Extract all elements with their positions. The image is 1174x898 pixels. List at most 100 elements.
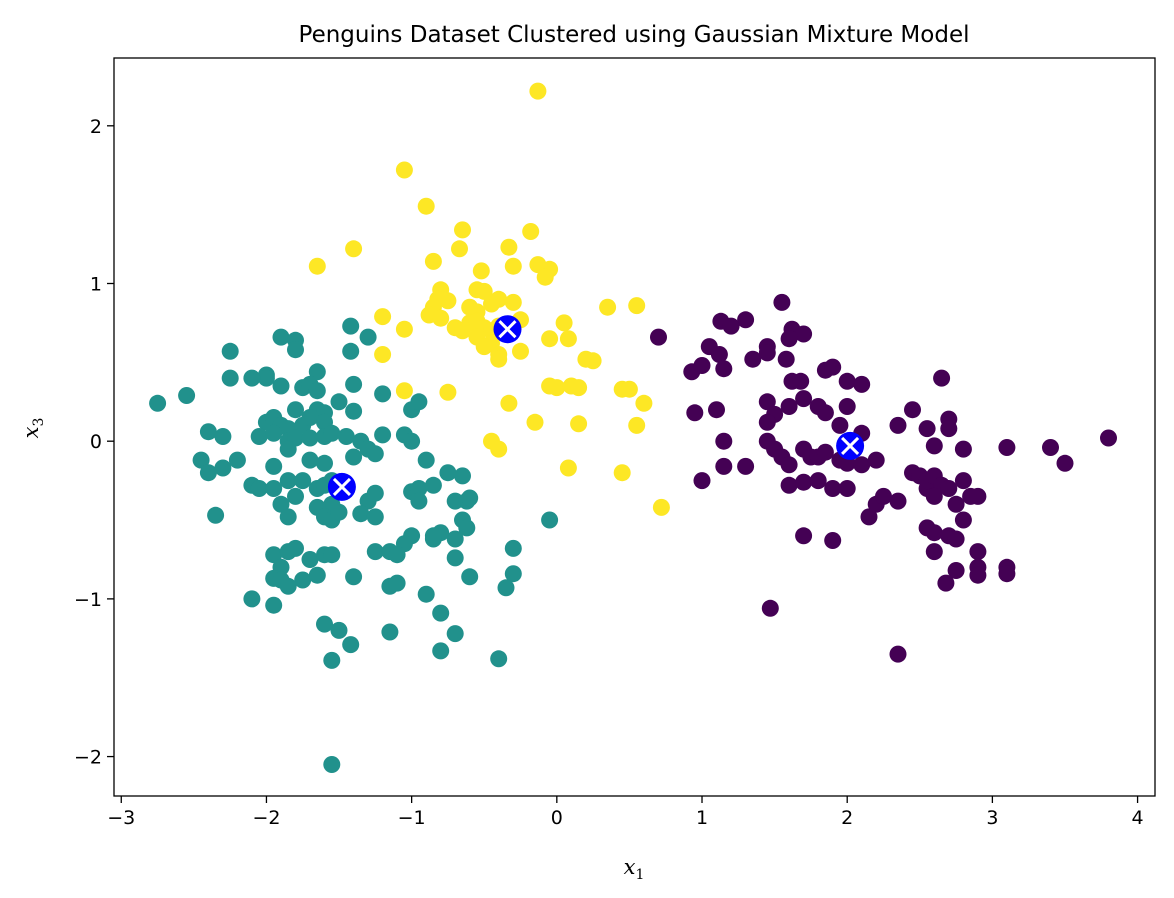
data-point-cluster-2: [500, 238, 518, 256]
data-point-cluster-0: [758, 413, 776, 431]
data-point-cluster-1: [541, 511, 559, 529]
data-point-cluster-1: [279, 577, 297, 595]
center-marker-x: [841, 436, 860, 455]
data-point-cluster-0: [904, 401, 921, 419]
data-point-cluster-1: [301, 451, 319, 469]
data-point-cluster-0: [1100, 429, 1117, 447]
data-point-cluster-1: [272, 328, 290, 346]
data-point-cluster-1: [294, 472, 312, 490]
data-point-cluster-0: [937, 574, 955, 592]
data-point-cluster-0: [795, 390, 813, 408]
data-point-cluster-0: [715, 457, 733, 475]
data-point-cluster-1: [287, 487, 304, 505]
data-point-cluster-1: [461, 568, 479, 586]
data-point-cluster-0: [650, 328, 667, 346]
data-point-cluster-2: [490, 440, 508, 458]
data-point-cluster-1: [490, 650, 508, 668]
data-point-cluster-0: [1042, 439, 1059, 456]
data-point-cluster-2: [504, 293, 522, 311]
data-point-cluster-1: [345, 568, 363, 586]
data-point-cluster-2: [475, 282, 493, 300]
data-point-cluster-0: [693, 472, 711, 490]
data-point-cluster-1: [243, 590, 261, 608]
center-marker-x: [498, 320, 517, 339]
data-point-cluster-1: [265, 596, 283, 614]
x-tick-label: 0: [551, 807, 563, 829]
y-tick-label: 0: [90, 431, 102, 453]
data-point-cluster-0: [715, 432, 733, 450]
data-point-cluster-1: [279, 440, 297, 458]
data-point-cluster-0: [998, 565, 1016, 583]
data-point-cluster-0: [773, 293, 791, 311]
data-point-cluster-1: [149, 394, 167, 412]
data-point-cluster-0: [809, 472, 827, 490]
data-point-cluster-0: [853, 375, 871, 393]
data-point-cluster-0: [1056, 454, 1074, 472]
data-point-cluster-1: [308, 382, 326, 400]
data-point-cluster-1: [323, 651, 341, 669]
data-point-cluster-1: [446, 549, 464, 567]
data-point-cluster-2: [451, 240, 468, 258]
data-point-cluster-1: [301, 551, 319, 568]
data-point-cluster-1: [330, 621, 348, 639]
data-point-cluster-1: [424, 476, 442, 494]
data-point-cluster-1: [330, 503, 348, 521]
data-point-cluster-1: [374, 385, 392, 403]
y-tick-label: −1: [74, 589, 102, 611]
data-point-cluster-1: [359, 328, 377, 346]
data-point-cluster-0: [838, 398, 856, 415]
data-point-cluster-0: [947, 562, 965, 579]
data-point-cluster-1: [265, 480, 283, 497]
data-point-cluster-1: [417, 451, 435, 469]
data-point-cluster-0: [954, 511, 972, 529]
data-point-cluster-0: [954, 440, 972, 458]
data-point-cluster-2: [541, 330, 559, 348]
data-point-cluster-1: [199, 423, 217, 441]
data-point-cluster-1: [381, 623, 399, 641]
data-point-cluster-1: [199, 464, 217, 482]
data-point-cluster-0: [940, 480, 958, 497]
data-point-cluster-1: [345, 402, 363, 420]
data-point-cluster-2: [490, 350, 508, 368]
centers-layer: [327, 315, 865, 501]
data-point-cluster-2: [439, 292, 457, 310]
data-point-cluster-0: [693, 357, 711, 374]
data-point-cluster-2: [374, 308, 392, 326]
data-point-cluster-0: [933, 369, 951, 387]
data-point-cluster-1: [214, 459, 232, 477]
data-point-cluster-0: [838, 480, 856, 497]
x-tick-label: −3: [107, 807, 135, 829]
data-point-cluster-0: [918, 420, 936, 438]
data-point-cluster-0: [824, 532, 842, 549]
data-point-cluster-1: [279, 508, 297, 526]
data-point-cluster-1: [250, 480, 268, 497]
cluster-center-2: [493, 315, 522, 344]
data-point-cluster-1: [366, 508, 384, 526]
data-point-cluster-0: [925, 437, 943, 455]
data-point-cluster-2: [504, 257, 522, 275]
data-point-cluster-1: [345, 375, 363, 393]
data-point-cluster-1: [287, 539, 304, 557]
data-point-cluster-1: [207, 506, 225, 524]
data-point-cluster-2: [635, 394, 653, 412]
data-point-cluster-2: [613, 464, 631, 482]
data-point-cluster-1: [458, 519, 476, 537]
chart-title: Penguins Dataset Clustered using Gaussia…: [299, 22, 970, 48]
data-point-cluster-1: [410, 393, 428, 411]
x-tick-label: 2: [841, 807, 853, 829]
data-point-cluster-0: [710, 346, 728, 363]
x-axis-ticks: −3 −2 −1 0 1 2 3 4: [107, 796, 1144, 829]
data-point-cluster-0: [715, 360, 733, 378]
data-point-cluster-1: [257, 369, 275, 387]
data-point-cluster-0: [867, 451, 885, 469]
data-point-cluster-2: [570, 379, 588, 397]
data-point-cluster-1: [323, 424, 341, 442]
data-point-cluster-1: [323, 756, 341, 773]
data-point-cluster-0: [947, 530, 965, 548]
data-point-cluster-1: [454, 467, 471, 485]
data-point-cluster-1: [308, 566, 326, 584]
data-point-cluster-0: [889, 492, 907, 510]
data-point-cluster-0: [824, 480, 842, 497]
data-point-cluster-0: [969, 487, 987, 505]
